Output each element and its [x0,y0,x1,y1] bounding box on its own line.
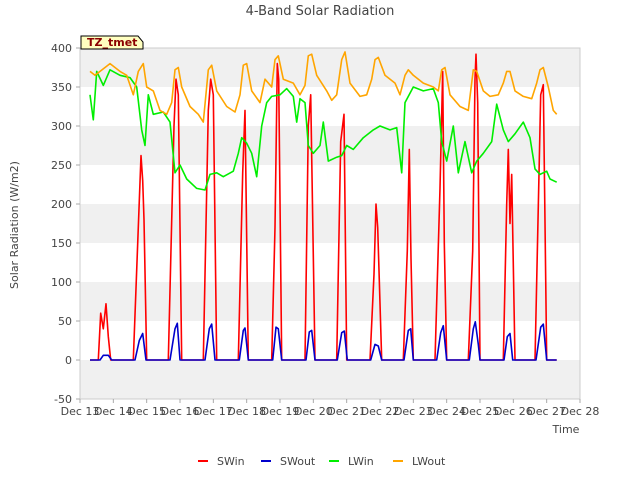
x-axis-label: Time [552,423,580,436]
chart-title: 4-Band Solar Radiation [246,4,395,19]
badge-box [80,35,144,50]
x-tick-label: Dec 18 [227,405,266,418]
y-tick-label: 400 [51,42,72,55]
x-tick-label: Dec 24 [427,405,466,418]
legend-label-swin: SWin [217,455,245,468]
legend-label-lwin: LWin [348,455,374,468]
y-tick-label: 200 [51,198,72,211]
grid-band [80,282,580,321]
legend-label-lwout: LWout [412,455,446,468]
station-badge: TZ_tmet [80,35,144,50]
series-line-lwin [89,69,558,191]
x-tick-label: Dec 20 [294,405,333,418]
x-tick-label: Dec 26 [494,405,533,418]
grid-band [80,48,580,87]
y-tick-label: 300 [51,120,72,133]
x-tick-label: Dec 17 [194,405,233,418]
legend: SWin SWout LWin LWout [198,455,446,468]
y-tick-label: 0 [65,354,72,367]
x-tick-label: Dec 16 [161,405,200,418]
y-axis-ticks: -50 0 50 100 150 200 250 300 350 400 [51,42,80,406]
x-tick-label: Dec 25 [461,405,500,418]
x-tick-label: Dec 15 [127,405,166,418]
y-tick-label: 250 [51,159,72,172]
y-tick-label: 350 [51,81,72,94]
grid-band [80,204,580,243]
x-tick-label: Dec 22 [361,405,400,418]
y-axis-label: Solar Radiation (W/m2) [8,161,21,289]
grid-band [80,126,580,165]
series-line-swout [90,321,557,361]
series-lines [89,51,558,361]
grid-band [80,360,580,399]
y-tick-label: 100 [51,276,72,289]
x-tick-label: Dec 13 [61,405,100,418]
badge-label: TZ_tmet [87,36,137,49]
legend-label-swout: SWout [280,455,316,468]
series-line-lwout [89,51,558,123]
y-tick-label: 50 [58,315,72,328]
grid-bands [80,48,580,399]
x-tick-label: Dec 21 [327,405,366,418]
y-tick-label: -50 [54,393,72,406]
x-tick-label: Dec 28 [561,405,600,418]
x-tick-label: Dec 27 [527,405,566,418]
y-tick-label: 150 [51,237,72,250]
x-tick-label: Dec 23 [394,405,433,418]
plot-frame [79,47,581,400]
x-tick-label: Dec 14 [94,405,133,418]
x-tick-label: Dec 19 [261,405,300,418]
